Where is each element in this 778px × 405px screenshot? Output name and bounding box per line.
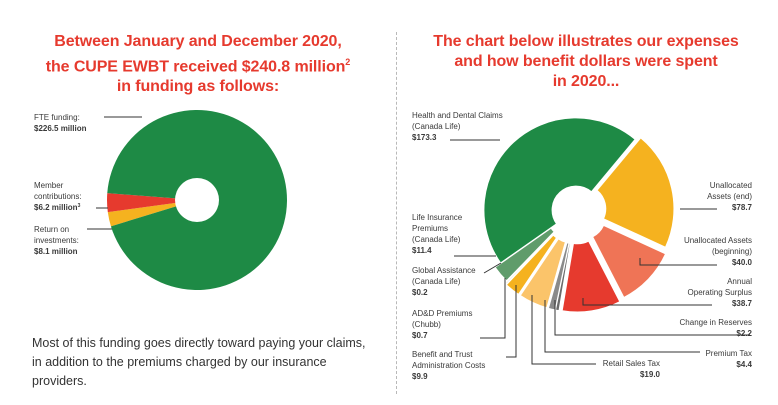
- expense-label-text: Health and Dental Claims: [412, 111, 503, 120]
- leader-line: [506, 285, 517, 358]
- expense-label-health: Health and Dental Claims (Canada Life) $17…: [412, 111, 503, 142]
- expense-slice-unalloc_end: [596, 137, 675, 248]
- expense-label-text: Life Insurance: [412, 213, 463, 222]
- expense-label-text: Assets (end): [707, 192, 752, 201]
- body-text: Most of this funding goes directly towar…: [32, 334, 382, 391]
- expense-label-unalloc_end: Unallocated Assets (end) $78.7: [680, 181, 753, 212]
- expense-value: $0.2: [412, 288, 428, 297]
- expense-label-add: AD&D Premiums (Chubb) $0.7: [412, 278, 506, 340]
- funding-value: $226.5 million: [34, 124, 87, 133]
- expense-label-text: Annual: [727, 277, 752, 286]
- left-heading: Between January and December 2020, the C…: [28, 32, 368, 97]
- expense-label-surplus: Annual Operating Surplus $38.7: [582, 277, 753, 308]
- expense-slice-premium_tax: [548, 242, 570, 311]
- expense-label-text: (beginning): [712, 247, 752, 256]
- leader-line: [480, 278, 506, 339]
- expense-slice-global: [505, 233, 554, 284]
- expense-label-text: Change in Reserves: [680, 318, 752, 327]
- column-divider: [396, 32, 397, 394]
- expense-value: $9.9: [412, 372, 428, 381]
- funding-donut-hole: [175, 178, 219, 222]
- footnote-mark: 2: [345, 57, 351, 67]
- funding-label-fte: FTE funding: $226.5 million: [34, 113, 142, 133]
- expense-label-text: Operating Surplus: [688, 288, 752, 297]
- expense-slice-reserves: [555, 242, 571, 312]
- expense-label-admin: Benefit and Trust Administration Costs $9.…: [412, 285, 517, 381]
- left-heading-line: in funding as follows:: [116, 78, 280, 96]
- left-heading-text: the CUPE EWBT received $240.8 million: [45, 58, 346, 76]
- expense-label-global: Global Assistance (Canada Life) $0.2: [412, 262, 502, 297]
- expense-slice-surplus: [561, 240, 621, 313]
- expense-label-text: Retail Sales Tax: [603, 359, 660, 368]
- expense-slice-admin: [506, 234, 557, 295]
- leader-line: [639, 258, 717, 266]
- expense-value: $173.3: [412, 133, 437, 142]
- leader-line: [531, 295, 596, 365]
- expense-value: $0.7: [412, 331, 428, 340]
- expense-slice-retail_tax: [519, 238, 566, 309]
- expense-label-text: Unallocated: [710, 181, 752, 190]
- expense-label-life: Life Insurance Premiums (Canada Life) $11.4: [412, 213, 496, 257]
- right-heading: The chart below illustrates our expenses…: [400, 32, 772, 92]
- leader-line: [582, 298, 712, 306]
- expense-value: $2.2: [736, 329, 752, 338]
- expense-slice-health: [483, 117, 636, 264]
- expense-label-retail_tax: Retail Sales Tax $19.0: [531, 295, 661, 379]
- left-heading-line: the CUPE EWBT received $240.8 million2: [28, 52, 368, 77]
- right-heading-line: and how benefit dollars were spent: [454, 53, 718, 70]
- expense-value: $78.7: [732, 203, 753, 212]
- expense-label-text: (Canada Life): [412, 235, 461, 244]
- right-heading-line: The chart below illustrates our expenses: [433, 33, 739, 50]
- funding-value: $8.1 million: [34, 247, 78, 256]
- expense-value: $4.4: [736, 360, 752, 369]
- funding-label-text: investments:: [34, 236, 79, 245]
- funding-slice-member: [107, 200, 197, 227]
- expense-slice-unalloc_begin: [592, 225, 666, 298]
- funding-label-text: Member: [34, 181, 64, 190]
- expense-label-text: Unallocated Assets: [684, 236, 752, 245]
- expense-label-text: Administration Costs: [412, 361, 485, 370]
- funding-value: $6.2 million3: [34, 203, 81, 212]
- body-text-line: Most of this funding goes directly towar…: [32, 336, 366, 350]
- funding-label-return: Return on investments: $8.1 million: [34, 225, 112, 256]
- expense-value: $19.0: [640, 370, 661, 379]
- body-text-line: in addition to the premiums charged by o…: [32, 355, 327, 369]
- leader-line: [544, 300, 700, 353]
- expense-label-text: (Canada Life): [412, 277, 461, 286]
- footnote-mark: 3: [78, 203, 81, 209]
- expense-label-text: Benefit and Trust: [412, 350, 473, 359]
- expense-label-text: Premium Tax: [705, 349, 752, 358]
- funding-label-text: FTE funding:: [34, 113, 80, 122]
- funding-label-member: Member contributions: $6.2 million3: [34, 181, 108, 212]
- expense-label-text: Global Assistance: [412, 266, 476, 275]
- leader-line: [483, 262, 502, 274]
- expense-value: $38.7: [732, 299, 753, 308]
- funding-label-text: contributions:: [34, 192, 82, 201]
- expense-value: $40.0: [732, 258, 753, 267]
- right-heading-line: in 2020...: [552, 73, 620, 90]
- expense-label-unalloc_begin: Unallocated Assets (beginning) $40.0: [639, 236, 753, 267]
- expense-value: $11.4: [412, 246, 432, 255]
- expense-label-text: (Canada Life): [412, 122, 461, 131]
- expense-label-reserves: Change in Reserves $2.2: [554, 300, 753, 338]
- funding-slice-return: [107, 193, 197, 213]
- expense-label-premium_tax: Premium Tax $4.4: [544, 300, 753, 369]
- expense-slice-life: [494, 227, 555, 282]
- left-heading-line: Between January and December 2020,: [54, 33, 342, 50]
- body-text-line: providers.: [32, 374, 87, 388]
- expense-label-text: (Chubb): [412, 320, 441, 329]
- funding-label-text: Return on: [34, 225, 69, 234]
- expense-label-text: Premiums: [412, 224, 448, 233]
- expense-label-text: AD&D Premiums: [412, 309, 472, 318]
- leader-line: [554, 300, 750, 336]
